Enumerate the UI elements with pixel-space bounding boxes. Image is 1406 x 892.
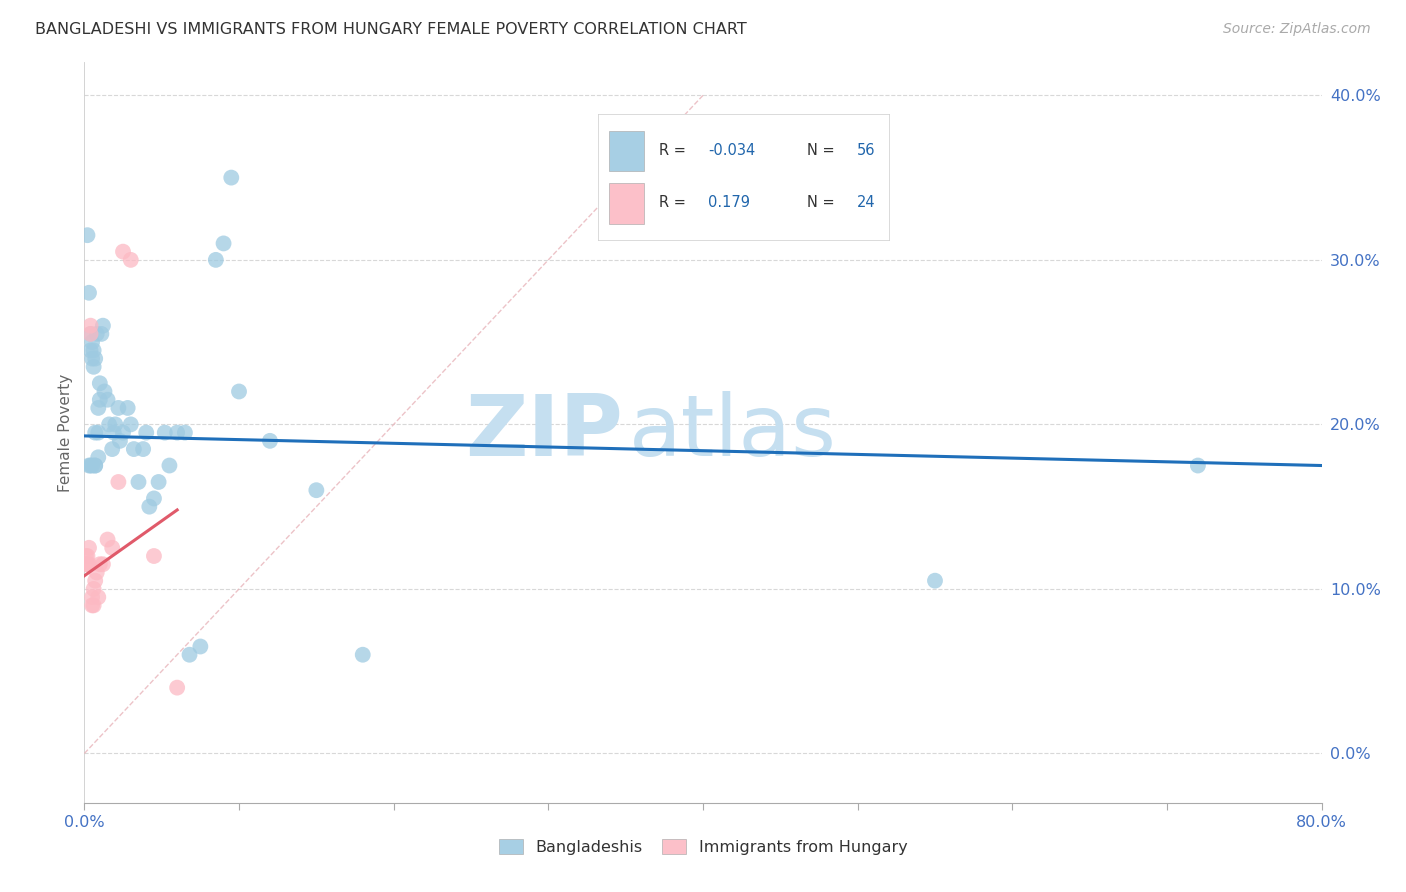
Point [108, 434, 131, 448]
Point [120, 252, 142, 267]
Point [153, 425, 176, 440]
Point [98, 417, 121, 432]
Point [83, 582, 105, 596]
Point [103, 425, 125, 440]
Point [101, 442, 124, 456]
Point [112, 425, 135, 440]
Point [77, 285, 100, 300]
Point [84, 458, 107, 473]
Point [91, 558, 114, 572]
Point [82, 458, 104, 473]
Point [76, 549, 98, 563]
Point [79, 326, 101, 341]
Point [205, 252, 228, 267]
Point [138, 500, 160, 514]
Point [259, 434, 281, 448]
Point [87, 401, 110, 415]
Point [166, 681, 188, 695]
Point [352, 648, 374, 662]
Legend: Bangladeshis, Immigrants from Hungary: Bangladeshis, Immigrants from Hungary [492, 832, 914, 862]
Text: atlas: atlas [628, 391, 837, 475]
Point [179, 648, 201, 662]
Point [87, 590, 110, 604]
Point [148, 475, 170, 489]
Point [122, 442, 145, 456]
Point [86, 326, 108, 341]
Point [127, 475, 149, 489]
Point [83, 343, 105, 358]
Point [87, 450, 110, 465]
Point [96, 533, 118, 547]
Point [132, 442, 155, 456]
Point [87, 425, 110, 440]
Point [84, 458, 107, 473]
Point [120, 417, 142, 432]
Point [93, 384, 115, 399]
Point [89, 558, 111, 572]
Text: ZIP: ZIP [465, 391, 623, 475]
Point [174, 425, 197, 440]
Point [305, 483, 328, 498]
Point [77, 558, 100, 572]
Point [86, 566, 108, 580]
Point [117, 401, 139, 415]
Point [82, 335, 104, 350]
Point [77, 458, 100, 473]
Point [79, 343, 101, 358]
Point [219, 170, 242, 185]
Point [75, 549, 97, 563]
Point [82, 590, 104, 604]
Point [212, 236, 235, 251]
Point [89, 392, 111, 407]
Point [89, 376, 111, 391]
Point [924, 574, 946, 588]
Point [135, 425, 157, 440]
Point [82, 351, 104, 366]
Point [188, 640, 211, 654]
Point [107, 401, 129, 415]
Point [84, 351, 107, 366]
Point [228, 384, 250, 399]
Point [83, 359, 105, 374]
Point [90, 326, 112, 341]
Point [84, 574, 107, 588]
Point [83, 599, 105, 613]
Point [166, 425, 188, 440]
Text: Source: ZipAtlas.com: Source: ZipAtlas.com [1223, 22, 1371, 37]
Point [159, 458, 180, 473]
Point [143, 491, 166, 506]
Point [76, 228, 98, 243]
Point [79, 326, 101, 341]
Point [91, 318, 114, 333]
Point [104, 417, 127, 432]
Point [76, 558, 98, 572]
Point [77, 541, 100, 555]
Point [112, 244, 135, 259]
Point [75, 558, 97, 572]
Point [107, 475, 129, 489]
Point [1187, 458, 1209, 473]
Y-axis label: Female Poverty: Female Poverty [58, 374, 73, 491]
Point [96, 392, 118, 407]
Point [84, 425, 107, 440]
Point [79, 318, 101, 333]
Point [82, 599, 104, 613]
Point [101, 541, 124, 555]
Point [143, 549, 166, 563]
Point [79, 458, 101, 473]
Text: BANGLADESHI VS IMMIGRANTS FROM HUNGARY FEMALE POVERTY CORRELATION CHART: BANGLADESHI VS IMMIGRANTS FROM HUNGARY F… [35, 22, 747, 37]
